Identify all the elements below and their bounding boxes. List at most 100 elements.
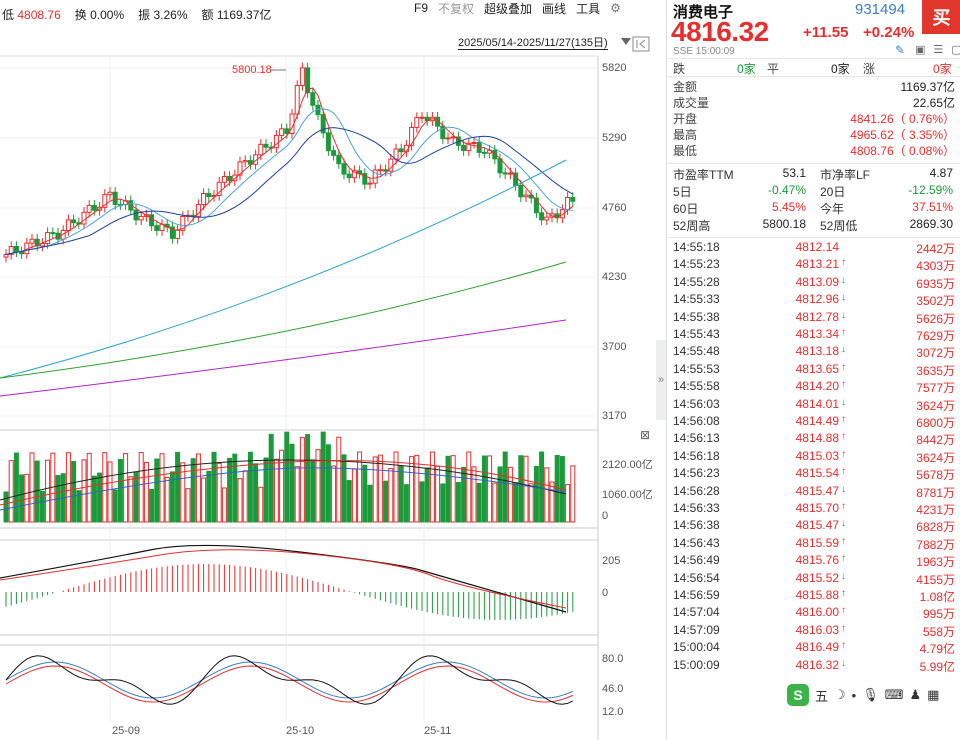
gear-icon[interactable]: ⚙ — [610, 1, 621, 15]
keyboard-icon[interactable]: ⌨ — [884, 687, 904, 702]
volume-bar — [424, 467, 430, 523]
volume-bar — [107, 461, 113, 523]
candle-body — [263, 143, 269, 148]
candle-body — [273, 134, 279, 149]
range-dropdown-icon[interactable] — [621, 38, 631, 45]
window-icon[interactable]: ▣ — [915, 44, 926, 56]
no-adjust-button[interactable]: 不复权 — [438, 1, 475, 16]
volume-bar — [143, 461, 149, 523]
candle-body — [325, 132, 331, 152]
candle-body — [45, 232, 51, 244]
volume-bar — [367, 484, 373, 523]
candle-body — [481, 151, 487, 154]
volume-bar — [362, 464, 368, 523]
volume-ma-line — [0, 459, 567, 501]
chart-area[interactable]: 低 4808.76 换 0.00% 振 3.26% 额 1169.37亿 F9 … — [0, 0, 656, 740]
kdj-k-line — [5, 661, 573, 699]
volume-bar — [253, 463, 259, 523]
amplitude-value: 3.26% — [153, 7, 188, 22]
candle-body — [471, 141, 477, 144]
volume-bar — [19, 474, 25, 523]
tick-row: 14:55:58 4814.20 ↑ 7577万 — [673, 379, 955, 396]
tick-row: 14:56:59 4815.88 ↑ 1.08亿 — [673, 588, 955, 604]
candle-body — [102, 194, 108, 208]
volume-bar — [429, 451, 435, 523]
kline-chart[interactable] — [0, 0, 656, 740]
candle-body — [29, 238, 35, 244]
amount-stat: 额 1169.37亿 — [201, 7, 272, 22]
ma5-line — [5, 87, 574, 255]
candle-body — [367, 182, 373, 185]
moon-icon[interactable]: ☽ — [834, 687, 846, 702]
low-stat: 低 4808.76 — [2, 7, 61, 22]
volume-bar — [539, 451, 545, 523]
candle-body — [362, 172, 368, 185]
tick-row: 15:00:04 4816.49 ↑ 4.79亿 — [673, 640, 955, 657]
volume-bar — [299, 437, 305, 523]
arrow-up-icon: ↑ — [841, 431, 846, 443]
candle-body — [65, 219, 71, 232]
list-icon[interactable]: ☰ — [933, 44, 944, 56]
volume-bar — [164, 476, 170, 523]
tick-row: 14:56:08 4814.49 ↑ 6800万 — [673, 414, 955, 430]
chart-toolbar: F9 不复权 超级叠加 画线 工具 ⚙ — [414, 0, 656, 16]
candle-body — [284, 128, 290, 134]
ratio-cell: 今年 37.51% — [820, 200, 953, 216]
volume-bar — [440, 483, 446, 523]
tools-button[interactable]: 工具 — [576, 1, 601, 16]
arrow-down-icon: ↓ — [841, 344, 846, 356]
tick-row: 14:55:23 4813.21 ↑ 4303万 — [673, 257, 955, 274]
volume-bar — [331, 465, 337, 523]
sogou-logo-icon[interactable]: S — [787, 684, 809, 706]
arrow-down-icon: ↓ — [841, 657, 846, 669]
close-icon[interactable]: ⊠ — [639, 428, 651, 442]
arrow-up-icon: ↑ — [841, 605, 846, 617]
tick-row: 14:55:48 4813.18 ↓ 3072万 — [673, 344, 955, 361]
volume-bar — [185, 488, 191, 523]
volume-bar — [487, 455, 493, 523]
volume-bar — [336, 436, 342, 523]
wubi-toggle[interactable]: 五 — [815, 688, 829, 704]
tick-row: 14:55:38 4812.78 ↓ 5626万 — [673, 309, 955, 326]
candle-body — [341, 163, 347, 175]
mic-icon[interactable]: 🎙︎ — [862, 687, 879, 702]
volume-bar — [39, 490, 45, 523]
tick-row: 14:56:13 4814.88 ↑ 8442万 — [673, 431, 955, 448]
candle-body — [518, 184, 524, 198]
candle-body — [71, 219, 77, 224]
candle-body — [383, 169, 389, 172]
candle-body — [299, 67, 305, 87]
double-chevron-right-icon[interactable]: » — [656, 340, 666, 420]
candle-body — [112, 191, 118, 205]
candle-body — [533, 197, 539, 214]
candle-body — [466, 142, 472, 152]
f9-button[interactable]: F9 — [414, 1, 429, 15]
edit-icon[interactable]: ✎ — [895, 43, 906, 57]
candle-body — [372, 169, 378, 184]
grid-icon[interactable]: ▦ — [927, 687, 940, 702]
divider — [667, 237, 960, 238]
overlay-button[interactable]: 超级叠加 — [484, 1, 533, 16]
buy-button[interactable]: 买 — [922, 0, 960, 34]
volume-bar — [201, 477, 207, 523]
more-icon[interactable]: ▢ — [951, 44, 960, 56]
draw-line-button[interactable]: 画线 — [542, 1, 567, 16]
volume-bar — [76, 490, 82, 523]
date-range-label[interactable]: 2025/05/14-2025/11/27(135日) — [458, 37, 608, 50]
volume-bar — [247, 451, 253, 523]
collapse-icon[interactable] — [632, 36, 650, 52]
candle-body — [507, 172, 513, 175]
user-icon[interactable]: ♟ — [909, 687, 922, 702]
candle-body — [523, 194, 529, 198]
stock-code[interactable]: 931494 — [855, 1, 906, 18]
arrow-up-icon: ↑ — [841, 501, 846, 512]
volume-bar — [507, 466, 513, 523]
price-axis-label: 4230 — [602, 271, 627, 283]
volume-bar — [549, 481, 555, 523]
volume-bar — [305, 434, 311, 523]
arrow-up-icon: ↑ — [841, 553, 846, 565]
volume-bar — [138, 452, 144, 523]
dot-icon[interactable]: • — [851, 687, 857, 703]
stat-row: 金额 1169.37亿 — [673, 79, 955, 94]
kdj-axis-label: 46.0 — [602, 683, 624, 695]
